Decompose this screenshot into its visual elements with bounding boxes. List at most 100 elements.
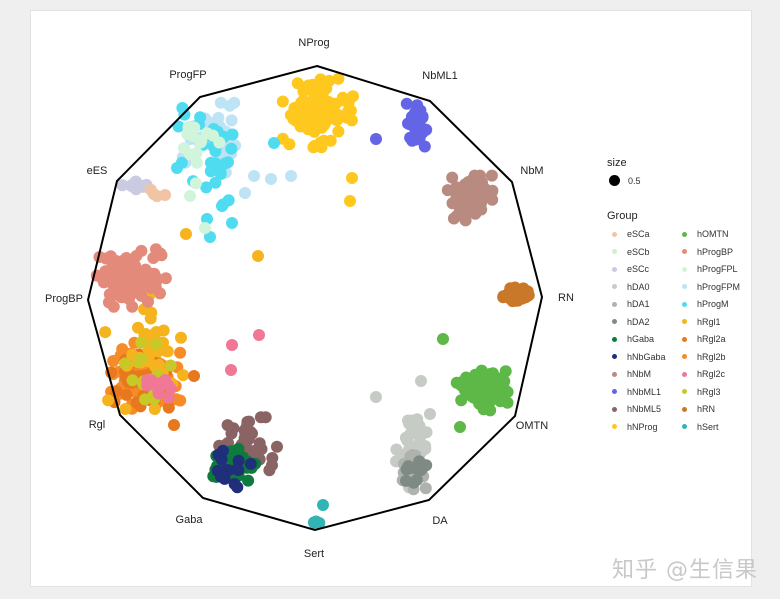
point-hnbgaba	[215, 453, 228, 466]
point-hprogm	[204, 165, 217, 178]
legend-dot-icon	[612, 406, 617, 412]
legend-label: hNbGaba	[627, 351, 666, 362]
vertex-label-progbp: ProgBP	[45, 293, 83, 305]
point-escc	[127, 180, 140, 193]
point-hprogm	[201, 213, 213, 225]
legend-label: hNbML1	[627, 386, 662, 397]
legend-label: eSCb	[627, 246, 650, 257]
legend-dot-icon	[612, 319, 617, 324]
point-hprogfpl	[178, 142, 191, 155]
point-hrgl2b	[116, 343, 129, 356]
legend-label: hDA1	[627, 299, 650, 309]
point-hrgl2a	[188, 370, 200, 382]
point-hnbml5	[263, 464, 276, 477]
point-hnbm	[485, 169, 498, 182]
radar-polygon	[86, 64, 544, 532]
legend: size 0.5 Group eSCa hOMTN eSCb hProgBP eSCc h…	[607, 157, 757, 433]
legend-dot-icon	[682, 336, 687, 342]
data-points	[90, 72, 535, 529]
point-hprogbp	[159, 272, 172, 285]
legend-dot-icon	[682, 371, 687, 377]
legend-item-hrgl2b: hRgl2b	[677, 351, 757, 363]
point-hda0	[402, 414, 414, 427]
legend-label: hProgM	[697, 299, 729, 309]
point-hda0	[419, 442, 432, 455]
point-hrgl3	[150, 338, 162, 351]
point-hprogm	[171, 162, 183, 174]
point-hnprog	[346, 172, 358, 184]
point-hsert	[313, 517, 326, 529]
legend-label: hProgBP	[697, 246, 734, 257]
point-hrgl2c	[226, 339, 238, 351]
point-hprogbp	[97, 276, 110, 289]
point-hda0	[370, 391, 382, 403]
legend-label: hGaba	[627, 334, 655, 344]
point-hrgl1	[145, 306, 158, 319]
point-hprogbp	[107, 273, 119, 286]
legend-item-hgaba: hGaba	[607, 333, 677, 345]
point-hrgl3	[164, 359, 177, 372]
point-hprogfpl	[201, 127, 214, 140]
point-hrgl1	[161, 345, 174, 358]
point-hprogbp	[104, 250, 117, 263]
point-hda2	[410, 461, 423, 474]
point-hnbm	[446, 171, 459, 184]
vertex-label-omtn: OMTN	[516, 420, 548, 432]
point-hnbm	[466, 190, 479, 203]
point-hnbgaba	[244, 457, 257, 470]
point-hrn	[521, 289, 534, 302]
legend-dot-icon	[682, 249, 687, 254]
legend-dot-icon	[612, 284, 617, 289]
point-hnbgaba	[228, 478, 241, 490]
point-hrgl1	[180, 228, 192, 240]
point-hnbml1	[370, 133, 382, 145]
point-homtn	[461, 372, 474, 385]
point-hprogm	[200, 181, 213, 194]
vertex-label-rn: RN	[558, 292, 574, 304]
legend-label: hRgl2a	[697, 334, 726, 344]
legend-label: hProgFPL	[697, 264, 738, 274]
legend-label: hProgFPM	[697, 281, 741, 292]
legend-label: hNProg	[627, 421, 658, 432]
point-hnbml5	[243, 415, 256, 428]
point-homtn	[454, 421, 466, 433]
vertex-labels: NProg NbML1 NbM RN OMTN DA Sert Gaba Rgl ProgBP eE…	[45, 37, 574, 560]
point-hnbml1	[412, 131, 425, 144]
vertex-label-nbml1: NbML1	[422, 70, 457, 82]
point-hprogbp	[139, 263, 152, 276]
point-hprogbp	[142, 295, 154, 308]
point-homtn	[437, 333, 449, 345]
legend-item-escb: eSCb	[607, 246, 677, 258]
point-hnprog	[325, 110, 338, 123]
point-hprogbp	[126, 272, 139, 285]
point-hnprog	[314, 136, 327, 149]
point-hrgl3	[126, 374, 139, 387]
point-hnbml5	[246, 427, 258, 440]
point-hprogbp	[115, 268, 128, 281]
point-hnprog	[276, 95, 289, 108]
legend-item-hnbml5: hNbML5	[607, 403, 677, 415]
point-hnprog	[306, 78, 319, 91]
legend-label: hRgl2b	[697, 351, 726, 362]
point-hnbm	[486, 184, 499, 197]
point-hnprog	[283, 138, 296, 151]
legend-dot-icon	[612, 231, 617, 237]
point-esca	[159, 189, 171, 201]
legend-label: hRgl3	[697, 386, 721, 397]
point-hnprog	[347, 90, 359, 103]
point-hgaba	[232, 442, 245, 455]
legend-dot-icon	[612, 249, 617, 254]
point-hprogfpm	[285, 170, 297, 182]
point-hprogm	[209, 176, 222, 189]
vertex-label-da: DA	[432, 515, 448, 527]
point-hprogfpl	[199, 222, 211, 234]
point-hrn	[508, 291, 521, 304]
point-hprogfpl	[190, 156, 203, 169]
point-hrgl1	[175, 331, 187, 344]
point-hprogfpm	[248, 170, 260, 182]
point-hnbm	[459, 178, 472, 191]
point-hda1	[419, 482, 432, 495]
legend-item-hprogfpl: hProgFPL	[677, 263, 757, 275]
legend-item-hrgl3: hRgl3	[677, 386, 757, 398]
legend-dot-icon	[682, 406, 687, 412]
